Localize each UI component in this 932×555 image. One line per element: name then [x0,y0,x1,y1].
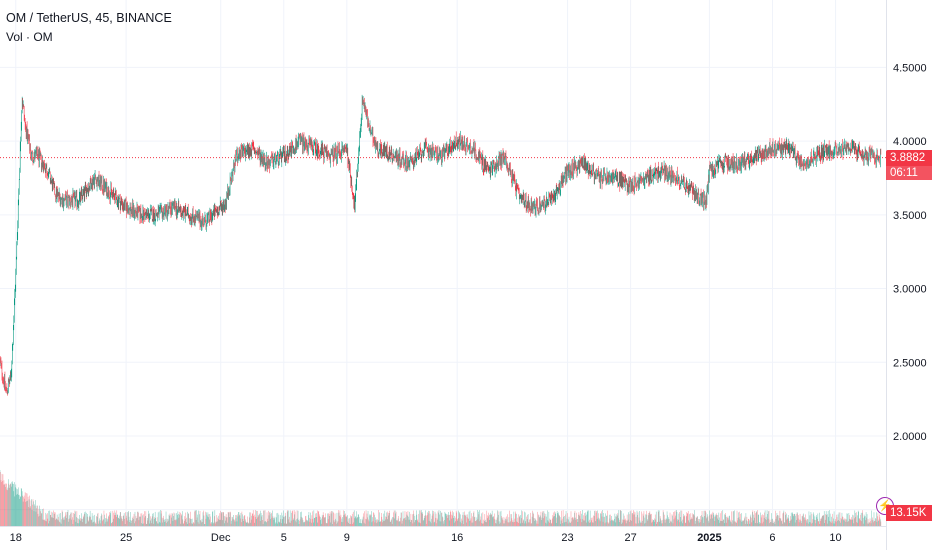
x-tick-label: Dec [211,532,231,544]
x-tick-label: 2025 [697,532,721,544]
y-tick-label: 4.5000 [893,62,927,74]
last-price-tag: 3.8882 [886,149,932,166]
volume-indicator-label[interactable]: Vol · OM [6,30,53,44]
y-tick-label: 4.0000 [893,136,927,148]
y-tick-label: 3.0000 [893,284,927,296]
x-tick-label: 6 [769,532,775,544]
x-tick-label: 5 [281,532,287,544]
volume-value-tag: 13.15K [886,505,932,521]
bar-countdown-tag: 06:11 [886,165,932,180]
x-tick-label: 25 [120,532,132,544]
x-tick-label: 16 [451,532,463,544]
y-tick-label: 2.0000 [893,431,927,443]
x-tick-label: 27 [624,532,636,544]
x-tick-label: 10 [829,532,841,544]
chart-legend: OM / TetherUS, 45, BINANCE Vol · OM [6,10,172,46]
symbol-title[interactable]: OM / TetherUS, 45, BINANCE [6,11,172,25]
y-tick-label: 2.5000 [893,357,927,369]
x-tick-label: 9 [344,532,350,544]
x-tick-label: 23 [561,532,573,544]
y-tick-label: 3.5000 [893,210,927,222]
x-tick-label: 18 [10,532,22,544]
